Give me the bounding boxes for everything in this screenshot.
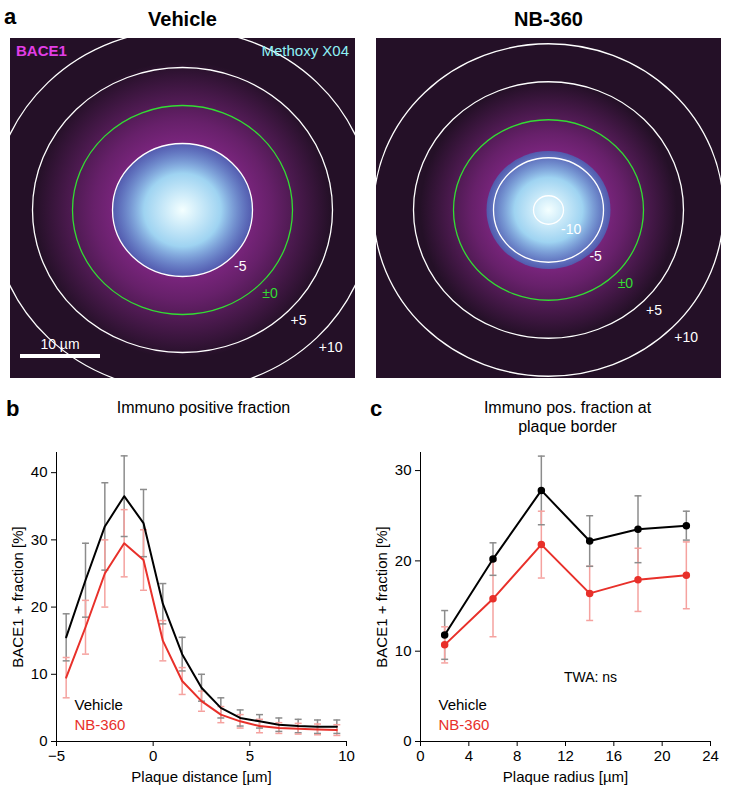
svg-text:20: 20 (654, 747, 671, 764)
svg-text:a: a (4, 4, 17, 29)
svg-text:+10: +10 (319, 339, 343, 355)
svg-text:Plaque radius [µm]: Plaque radius [µm] (503, 768, 628, 785)
svg-text:-5: -5 (234, 258, 247, 274)
svg-text:30: 30 (395, 461, 412, 478)
svg-text:0: 0 (416, 747, 424, 764)
svg-text:-10: -10 (561, 221, 581, 237)
svg-text:0: 0 (403, 732, 411, 749)
svg-text:NB-360: NB-360 (75, 716, 126, 733)
svg-text:−5: −5 (48, 747, 65, 764)
svg-text:12: 12 (557, 747, 574, 764)
svg-text:±0: ±0 (262, 285, 278, 301)
svg-text:30: 30 (31, 531, 48, 548)
html-text:plaque border: plaque border (518, 418, 617, 435)
svg-text:BACE1: BACE1 (16, 42, 67, 59)
svg-text:BACE1 + fraction [%]: BACE1 + fraction [%] (9, 526, 26, 667)
svg-text:+5: +5 (646, 302, 662, 318)
svg-text:8: 8 (513, 747, 521, 764)
svg-text:40: 40 (31, 463, 48, 480)
svg-text:0: 0 (39, 732, 47, 749)
svg-text:NB-360: NB-360 (439, 716, 490, 733)
svg-text:Plaque distance [µm]: Plaque distance [µm] (131, 768, 271, 785)
html-text:Immuno positive fraction: Immuno positive fraction (116, 399, 291, 416)
svg-text:10: 10 (338, 747, 355, 764)
svg-text:BACE1 + fraction [%]: BACE1 + fraction [%] (373, 526, 390, 667)
svg-text:16: 16 (605, 747, 622, 764)
svg-text:4: 4 (465, 747, 473, 764)
svg-text:Vehicle: Vehicle (439, 696, 487, 713)
html-text:c: c (370, 396, 383, 421)
svg-text:-5: -5 (589, 248, 602, 264)
svg-text:10 µm: 10 µm (40, 336, 79, 352)
svg-text:+10: +10 (674, 329, 698, 345)
html-text:b: b (6, 396, 20, 421)
svg-text:10: 10 (31, 665, 48, 682)
svg-text:Vehicle: Vehicle (75, 696, 123, 713)
svg-text:NB-360: NB-360 (514, 8, 583, 30)
svg-text:+5: +5 (291, 312, 307, 328)
svg-text:20: 20 (395, 552, 412, 569)
svg-text:10: 10 (395, 642, 412, 659)
svg-text:0: 0 (149, 747, 157, 764)
svg-text:5: 5 (246, 747, 254, 764)
svg-text:20: 20 (31, 598, 48, 615)
svg-text:24: 24 (702, 747, 719, 764)
svg-text:Methoxy X04: Methoxy X04 (261, 42, 349, 59)
svg-text:TWA: ns: TWA: ns (564, 669, 617, 685)
svg-text:Vehicle: Vehicle (148, 8, 217, 30)
svg-text:±0: ±0 (618, 275, 634, 291)
html-text:Immuno pos. fraction at: Immuno pos. fraction at (483, 399, 652, 416)
